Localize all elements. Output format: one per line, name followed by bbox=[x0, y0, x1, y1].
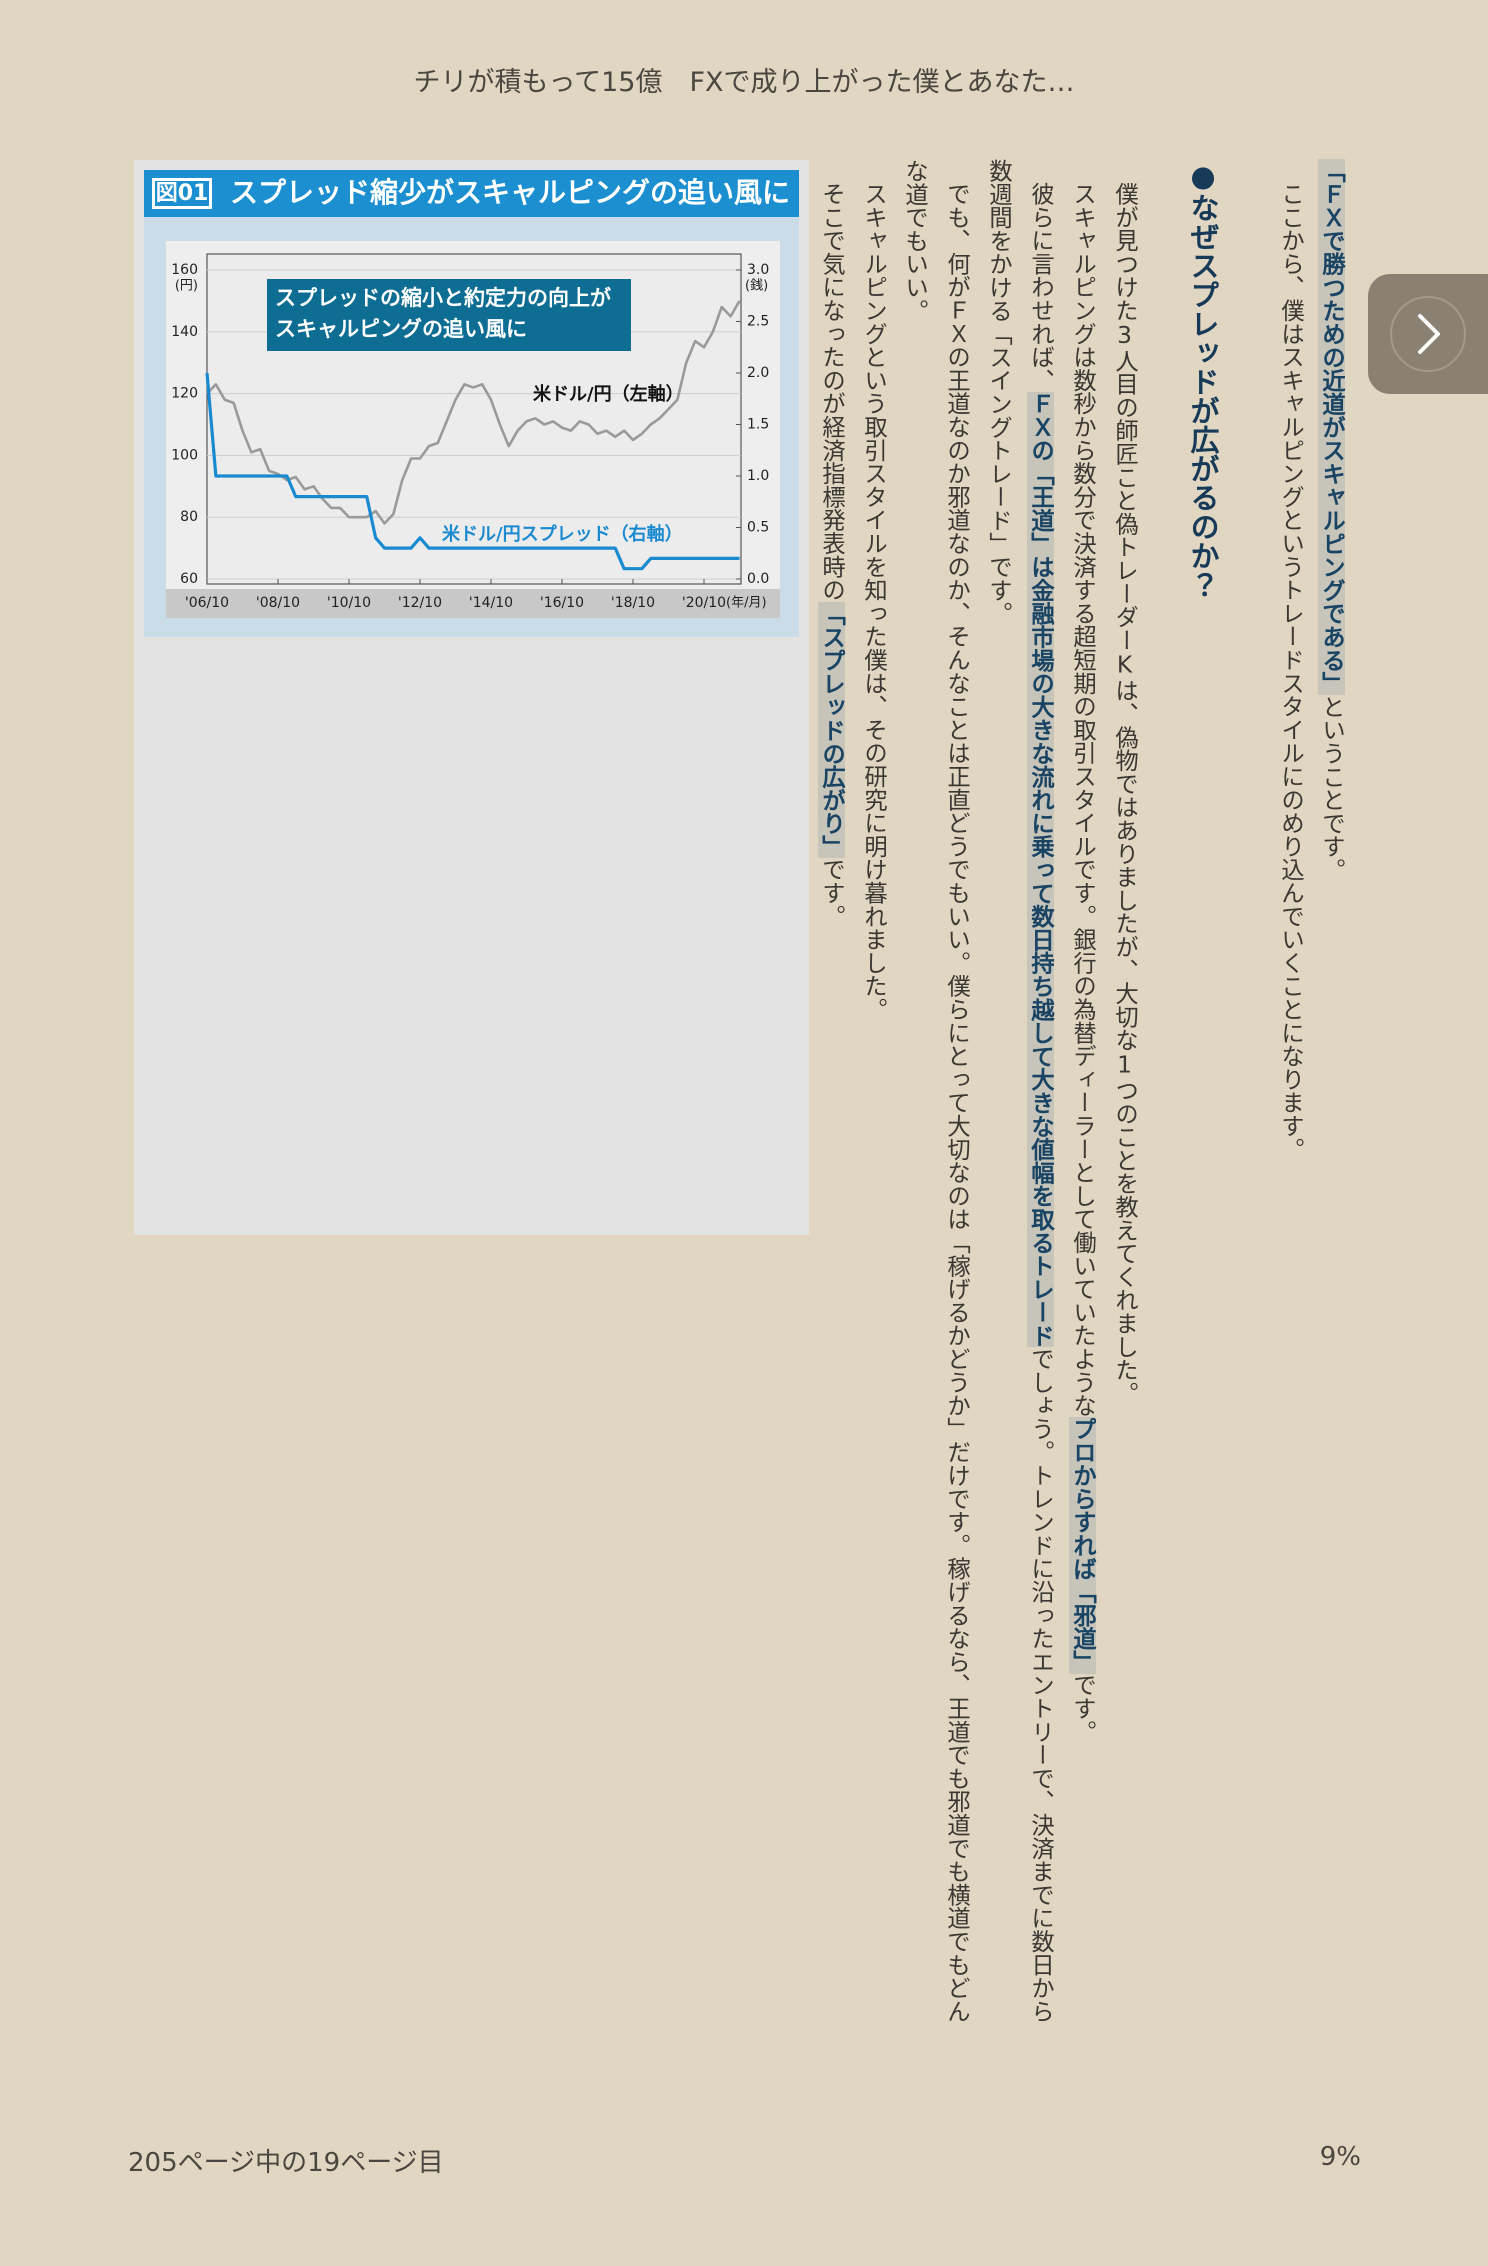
page-position: 205ページ中の19ページ目 bbox=[128, 2148, 444, 2178]
text: な道でもいい。 bbox=[901, 159, 928, 323]
text: ということです。 bbox=[1318, 694, 1345, 882]
text: です。 bbox=[1069, 1673, 1096, 1744]
text-column: でも、何がＦＸの王道なのか邪道なのか、そんなことは正直どうでもいい。僕らにとって… bbox=[935, 159, 977, 2142]
annotation-line: スキャルピングの追い風に bbox=[275, 317, 527, 341]
text: スキャルピングという取引スタイルを知った僕は、その研究に明け暮れました。 bbox=[860, 182, 887, 1022]
annotation-box bbox=[267, 279, 631, 351]
text-column: 「ＦＸで勝つための近道がスキャルピングである」ということです。 bbox=[1310, 159, 1352, 2119]
text-column: 数週間をかける「スイングトレード」です。 bbox=[977, 159, 1019, 2119]
series-line bbox=[205, 372, 740, 571]
figure-label-inner bbox=[155, 181, 209, 206]
text: 彼らに言わせれば、 bbox=[1027, 182, 1054, 392]
y2-tick-label: 2.5 bbox=[747, 314, 769, 330]
y-tick-label: 60 bbox=[180, 571, 198, 587]
y2-axis-unit: (銭) bbox=[745, 279, 768, 294]
y2-tick-label: 3.0 bbox=[747, 262, 769, 278]
figure-title-bar bbox=[144, 170, 799, 217]
x-tick-label: '10/10 bbox=[327, 595, 371, 611]
x-tick-label: '18/10 bbox=[611, 595, 655, 611]
next-icon bbox=[1390, 296, 1466, 372]
text-column: スキャルピングという取引スタイルを知った僕は、その研究に明け暮れました。 bbox=[852, 159, 894, 2142]
text-column: スキャルピングは数秒から数分で決済する超短期の取引スタイルです。銀行の為替ディー… bbox=[1061, 159, 1103, 2142]
text-column: ここから、僕はスキャルピングというトレードスタイルにのめり込んでいくことになりま… bbox=[1269, 159, 1311, 2142]
x-tick-label: '16/10 bbox=[540, 595, 584, 611]
y-tick-label: 160 bbox=[171, 262, 198, 278]
series-label: 米ドル/円スプレッド（右軸） bbox=[442, 523, 683, 545]
y2-tick-label: 0.0 bbox=[747, 571, 769, 587]
section-heading: ●なぜスプレッドが広がるのか？ bbox=[1182, 159, 1224, 2119]
text: 数週間をかける「スイングトレード」です。 bbox=[985, 159, 1012, 625]
emphasis: プロからすれば「邪道」 bbox=[1069, 1417, 1096, 1674]
chart-title: スプレッド縮少がスキャルピングの追い風に bbox=[230, 176, 790, 209]
series-label: 米ドル/円（左軸） bbox=[533, 383, 684, 405]
y-tick-label: 100 bbox=[171, 447, 198, 463]
x-tick-label: '20/10 bbox=[682, 595, 726, 611]
x-tick-label: '08/10 bbox=[256, 595, 300, 611]
x-tick-label: '14/10 bbox=[469, 595, 513, 611]
x-tick-label: '06/10 bbox=[185, 595, 229, 611]
text: ここから、僕はスキャルピングというトレードスタイルにのめり込んでいくことになりま… bbox=[1277, 182, 1304, 1161]
y2-tick-label: 1.0 bbox=[747, 468, 769, 484]
text-column: 僕が見つけた3人目の師匠こと偽トレーダーKは、偽物ではありましたが、大切な1つの… bbox=[1103, 159, 1145, 2142]
y2-tick-label: 2.0 bbox=[747, 365, 769, 381]
emphasis: 「スプレッドの広がり」 bbox=[818, 601, 845, 859]
y-tick-label: 140 bbox=[171, 324, 198, 340]
text-column: な道でもいい。 bbox=[893, 159, 935, 2119]
y2-tick-label: 1.5 bbox=[747, 417, 769, 433]
text: ●なぜスプレッドが広がるのか？ bbox=[1186, 159, 1220, 599]
text: そこで気になったのが経済指標発表時の bbox=[818, 182, 845, 602]
y-axis-unit: (円) bbox=[175, 279, 198, 294]
y-tick-label: 80 bbox=[180, 509, 198, 525]
series-line bbox=[206, 300, 741, 525]
text: でしょう。トレンドに沿ったエントリーで、決済までに数日から bbox=[1027, 1347, 1054, 2024]
text: 僕が見つけた3人目の師匠こと偽トレーダーKは、偽物ではありましたが、大切な1つの… bbox=[1111, 182, 1138, 1405]
text: です。 bbox=[818, 858, 845, 928]
x-axis-band bbox=[166, 589, 780, 618]
x-axis-unit: (年/月) bbox=[726, 596, 767, 611]
text: でも、何がＦＸの王道なのか邪道なのか、そんなことは正直どうでもいい。僕らにとって… bbox=[943, 182, 970, 2023]
reading-progress: 9% bbox=[1319, 2142, 1361, 2172]
text-column: 彼らに言わせれば、ＦＸの「王道」は金融市場の大きな流れに乗って数日持ち越して大き… bbox=[1019, 159, 1061, 2142]
y2-tick-label: 0.5 bbox=[747, 520, 769, 536]
x-tick-label: '12/10 bbox=[398, 595, 442, 611]
emphasis: ＦＸの「王道」は金融市場の大きな流れに乗って数日持ち越して大きな値幅を取るトレー… bbox=[1027, 392, 1054, 1348]
y-tick-label: 120 bbox=[171, 386, 198, 402]
text-column: そこで気になったのが経済指標発表時の「スプレッドの広がり」です。 bbox=[810, 159, 852, 2142]
next-page-button[interactable] bbox=[1368, 274, 1488, 394]
emphasis: 「ＦＸで勝つための近道がスキャルピングである」 bbox=[1318, 159, 1345, 695]
figure-label: 図01 bbox=[156, 181, 209, 206]
text: スキャルピングは数秒から数分で決済する超短期の取引スタイルです。銀行の為替ディー… bbox=[1069, 182, 1096, 1418]
book-title: チリが積もって15億 FXで成り上がった僕とあなた… bbox=[413, 67, 1075, 98]
annotation-line: スプレッドの縮小と約定力の向上が bbox=[275, 286, 611, 310]
